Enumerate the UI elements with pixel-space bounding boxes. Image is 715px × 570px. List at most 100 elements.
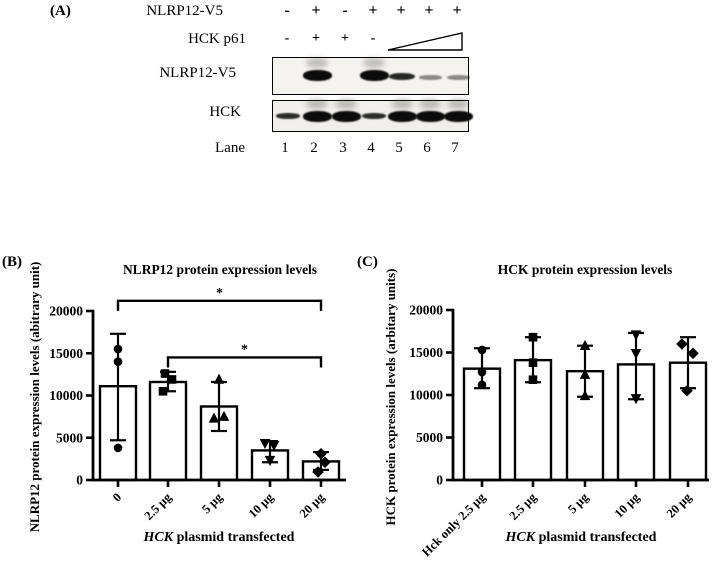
lane-number: 1 <box>281 140 289 156</box>
data-point-circle <box>477 367 487 377</box>
data-point-circle <box>113 344 123 354</box>
y-tick-label: 15000 <box>409 345 443 360</box>
data-point-triangle-down <box>630 330 642 341</box>
x-tick-label: 5 µg <box>565 490 592 517</box>
data-point-square <box>158 386 168 396</box>
y-tick-label: 10000 <box>409 388 443 403</box>
blot-band-smudge <box>447 98 469 109</box>
plus-minus-symbol: + <box>312 31 320 46</box>
data-point-square <box>167 375 177 384</box>
significance-bracket <box>166 356 323 368</box>
data-point-square <box>160 369 170 378</box>
blot-band <box>359 69 389 81</box>
plus-minus-symbol: - <box>342 2 348 19</box>
blot-band <box>362 113 386 119</box>
data-point-circle <box>477 380 487 390</box>
data-point-circle <box>477 345 487 355</box>
lane-number: 2 <box>310 140 318 156</box>
data-point-triangle-down <box>259 438 271 450</box>
condition-row1-label: NLRP12-V5 <box>146 3 223 19</box>
y-tick-label: 5000 <box>416 430 443 445</box>
y-tick-label: 0 <box>76 473 83 488</box>
plus-minus-symbol: + <box>452 2 462 19</box>
data-point-triangle-down <box>630 349 642 360</box>
x-tick-label: 0 <box>110 490 124 504</box>
blot-band <box>415 110 445 122</box>
data-point-triangle-down <box>630 394 642 405</box>
lane-number: 4 <box>367 140 375 156</box>
y-axis-label: HCK protein expression levels (arbitary … <box>383 269 398 526</box>
lane-number: 3 <box>339 140 347 156</box>
lane-number: 7 <box>451 140 459 156</box>
blot-band-smudge <box>391 98 413 109</box>
x-tick-label: 10 µg <box>246 490 277 521</box>
panel-a-label: (A) <box>50 3 71 19</box>
data-point-triangle-down <box>264 455 276 466</box>
increasing-dose-wedge-icon <box>387 32 463 51</box>
blot-band <box>446 74 470 80</box>
chart-title: NLRP12 protein expression levels <box>123 262 317 277</box>
y-tick-label: 0 <box>436 473 443 488</box>
panel-c-label: (C) <box>357 254 378 270</box>
x-tick-label: Hck only 2.5 µg <box>419 490 489 560</box>
blot-band <box>276 113 300 119</box>
y-tick-label: 20000 <box>409 303 443 318</box>
data-point-diamond <box>312 466 324 478</box>
y-tick-label: 5000 <box>56 430 83 445</box>
x-axis-label: HCK plasmid transfected <box>143 530 295 545</box>
y-tick-label: 20000 <box>49 304 83 319</box>
plus-minus-symbol: - <box>370 31 376 46</box>
blot-band <box>331 110 361 122</box>
x-tick-label: 2.5 µg <box>141 490 174 523</box>
blot1-label: NLRP12-V5 <box>159 65 236 81</box>
y-tick-label: 10000 <box>49 388 83 403</box>
blot-band <box>418 74 442 80</box>
plus-minus-symbol: + <box>341 31 349 46</box>
lane-number: 6 <box>423 140 431 156</box>
significance-bracket <box>116 299 323 311</box>
blot-band-smudge <box>306 98 328 109</box>
blot1-nlrp12-v5 <box>272 57 470 95</box>
data-point-triangle-down <box>268 441 280 452</box>
x-tick-label: 20 µg <box>297 490 328 521</box>
lane-number: 5 <box>395 140 403 156</box>
lane-row-label: Lane <box>215 140 245 156</box>
panel-a: (A) NLRP12-V5 - + - + + + + HCK p61 - + + - NLRP1… <box>0 0 715 170</box>
y-axis-label: NLRP12 protein expression levels (abitra… <box>27 262 42 533</box>
data-point-triangle <box>579 390 591 401</box>
condition-row2-label: HCK p61 <box>188 31 246 47</box>
blot-band-smudge <box>419 98 441 109</box>
x-tick-label: 5 µg <box>199 490 226 517</box>
blot-band <box>443 110 473 122</box>
blot-band-smudge <box>363 57 385 68</box>
x-tick-label: 20 µg <box>664 490 695 521</box>
data-point-triangle <box>579 339 591 350</box>
plus-minus-symbol: - <box>284 2 290 19</box>
blot-band-smudge <box>335 98 357 109</box>
x-axis-label: HCK plasmid transfected <box>505 530 657 545</box>
plus-minus-symbol: + <box>396 2 406 19</box>
data-point-triangle <box>213 373 225 384</box>
plus-minus-symbol: + <box>368 2 378 19</box>
blot2-label: HCK <box>209 104 241 120</box>
chart-title: HCK protein expression levels <box>498 262 673 277</box>
blot2-hck <box>272 98 473 132</box>
data-point-triangle <box>208 412 220 423</box>
chart-nlrp12-expression: NLRP12 protein expression levels NLRP12 p… <box>27 262 346 545</box>
plus-minus-symbol: - <box>284 31 290 46</box>
blot-band-smudge <box>306 57 328 68</box>
significance-asterisk: * <box>216 286 223 301</box>
blot-band <box>387 110 417 122</box>
blot-band <box>389 72 415 80</box>
data-point-square <box>528 375 538 384</box>
significance-asterisk: * <box>241 342 248 357</box>
data-point-diamond <box>319 456 331 469</box>
x-tick-label: 10 µg <box>612 490 643 521</box>
data-point-diamond <box>676 338 688 350</box>
data-point-triangle <box>579 368 591 379</box>
blot-band <box>302 69 332 81</box>
data-point-circle <box>113 443 123 453</box>
bar <box>148 380 188 482</box>
plus-minus-symbol: + <box>311 2 321 19</box>
